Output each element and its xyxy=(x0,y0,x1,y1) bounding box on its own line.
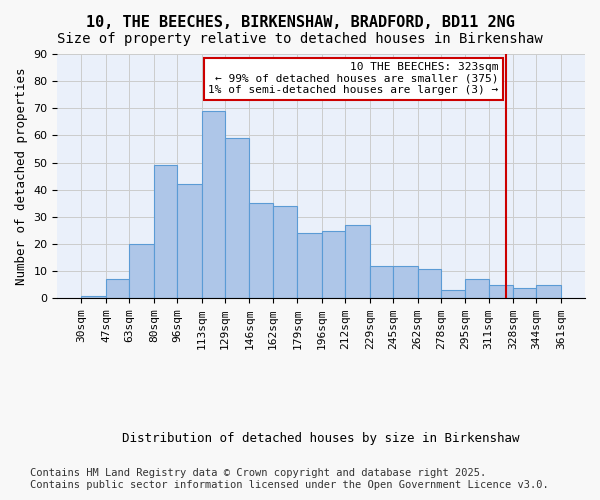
Bar xyxy=(370,266,393,298)
Bar xyxy=(225,138,250,298)
Bar xyxy=(106,280,129,298)
Bar xyxy=(536,285,561,298)
Y-axis label: Number of detached properties: Number of detached properties xyxy=(15,68,28,285)
Bar xyxy=(82,296,106,298)
Bar xyxy=(202,111,225,298)
Bar xyxy=(466,280,488,298)
Bar xyxy=(393,266,418,298)
Bar xyxy=(297,234,322,298)
Bar xyxy=(345,225,370,298)
Text: Size of property relative to detached houses in Birkenshaw: Size of property relative to detached ho… xyxy=(57,32,543,46)
Bar xyxy=(250,204,272,298)
Bar xyxy=(488,285,513,298)
Text: Contains HM Land Registry data © Crown copyright and database right 2025.
Contai: Contains HM Land Registry data © Crown c… xyxy=(30,468,549,490)
Bar xyxy=(418,268,441,298)
Text: 10 THE BEECHES: 323sqm
← 99% of detached houses are smaller (375)
1% of semi-det: 10 THE BEECHES: 323sqm ← 99% of detached… xyxy=(208,62,499,96)
Bar xyxy=(441,290,466,298)
Bar xyxy=(129,244,154,298)
X-axis label: Distribution of detached houses by size in Birkenshaw: Distribution of detached houses by size … xyxy=(122,432,520,445)
Bar xyxy=(322,230,345,298)
Bar xyxy=(272,206,297,298)
Bar xyxy=(154,166,177,298)
Bar xyxy=(177,184,202,298)
Text: 10, THE BEECHES, BIRKENSHAW, BRADFORD, BD11 2NG: 10, THE BEECHES, BIRKENSHAW, BRADFORD, B… xyxy=(86,15,514,30)
Bar xyxy=(513,288,536,298)
